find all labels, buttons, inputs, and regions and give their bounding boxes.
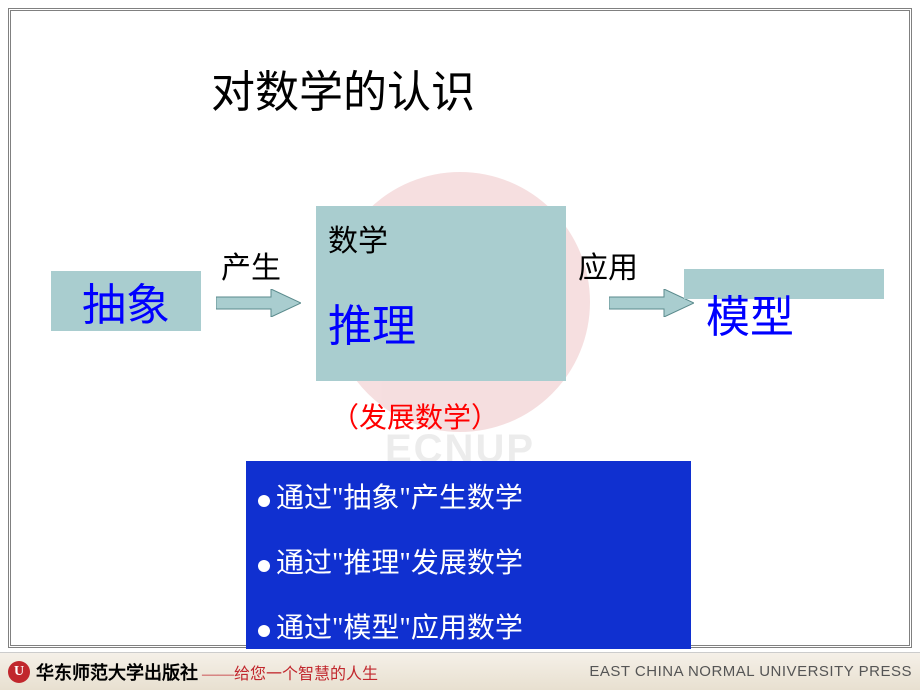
bullet-icon (258, 560, 270, 572)
node-center-line2: 推理 (328, 290, 554, 354)
footer-bar: U 华东师范大学出版社 ——给您一个智慧的人生 EAST CHINA NORMA… (0, 652, 920, 690)
arrow1 (216, 289, 301, 317)
bullet-icon (258, 495, 270, 507)
publisher-name: 华东师范大学出版社 (36, 659, 198, 685)
node-left-label: 抽象 (82, 269, 170, 333)
node-center-sub: （发展数学） (331, 396, 499, 436)
bullet-text: 通过"抽象"产生数学 (276, 483, 523, 514)
bullet-box: 通过"抽象"产生数学 通过"推理"发展数学 通过"模型"应用数学 (246, 461, 691, 649)
arrow2-label: 应用 (578, 243, 638, 287)
bullet-item: 通过"抽象"产生数学 (258, 476, 679, 516)
bullet-item: 通过"模型"应用数学 (258, 606, 679, 646)
publisher-slogan: ——给您一个智慧的人生 (202, 660, 378, 684)
publisher-english: EAST CHINA NORMAL UNIVERSITY PRESS (589, 663, 912, 680)
bullet-item: 通过"推理"发展数学 (258, 541, 679, 581)
publisher-logo-icon: U (8, 661, 30, 683)
arrow1-label: 产生 (221, 243, 281, 287)
logo-letter: U (14, 664, 24, 680)
node-center: 数学 推理 (316, 206, 566, 381)
node-right-label: 模型 (706, 281, 794, 345)
bullet-text: 通过"模型"应用数学 (276, 613, 523, 644)
node-center-line1: 数学 (328, 216, 554, 260)
bullet-text: 通过"推理"发展数学 (276, 548, 523, 579)
slide-title: 对数学的认识 (211, 56, 475, 120)
bullet-icon (258, 625, 270, 637)
node-left: 抽象 (51, 271, 201, 331)
arrow2 (609, 289, 694, 317)
slide-frame: ECNUP 对数学的认识 抽象 产生 数学 推理 （发展数学） 应用 模型 通过… (8, 8, 912, 648)
